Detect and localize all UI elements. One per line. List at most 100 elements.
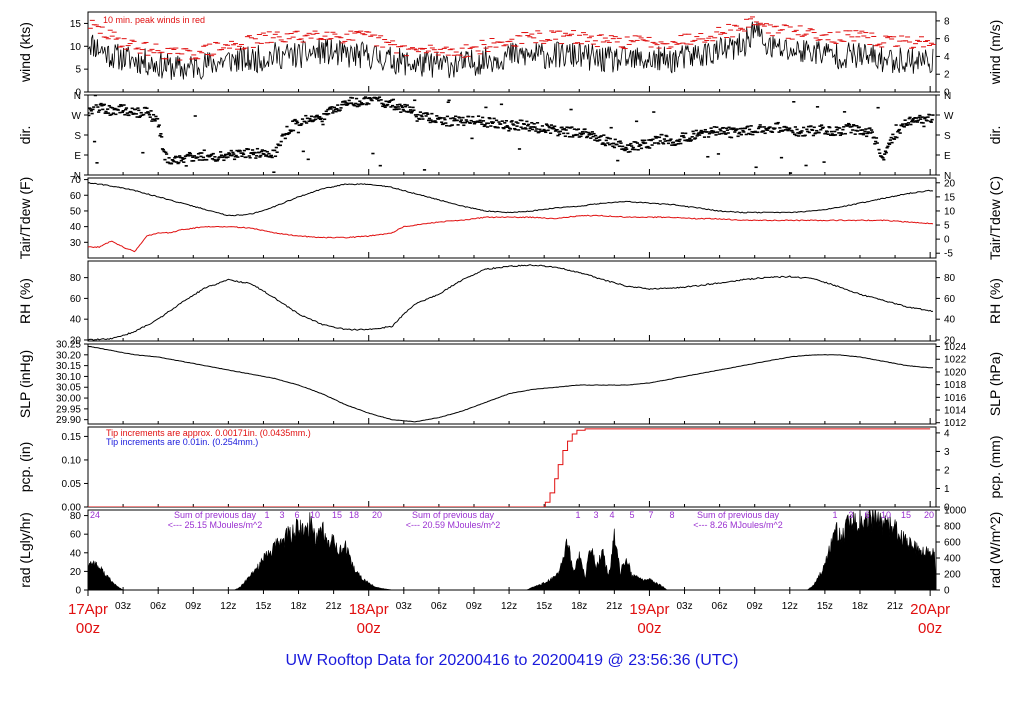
dir-point	[791, 131, 795, 134]
dir-point	[630, 148, 635, 151]
dir-point	[807, 131, 811, 134]
dir-point	[444, 122, 448, 124]
dir-point	[491, 121, 495, 123]
dir-point	[159, 133, 163, 135]
dir-point	[833, 130, 837, 133]
dir-point	[647, 139, 651, 141]
dir-point	[499, 123, 503, 125]
dir-point	[840, 133, 844, 135]
dir-point	[183, 155, 188, 157]
dir-point	[175, 156, 179, 158]
dir-point	[575, 128, 579, 131]
rad-hour-mark: 3	[279, 510, 284, 520]
rad-hour-mark: 15	[332, 510, 342, 520]
rad-summary-value: <--- 8.26 MJoules/m^2	[693, 520, 783, 530]
dir-point	[169, 162, 174, 165]
dir-point	[336, 104, 340, 106]
dir-point	[666, 139, 670, 142]
dir-point	[241, 152, 245, 154]
dir-point	[770, 131, 775, 133]
dir-point	[123, 113, 127, 116]
dir-point	[428, 121, 432, 124]
dir-point	[714, 134, 718, 136]
dir-point	[496, 126, 500, 129]
dir-point	[911, 118, 915, 120]
dir-point	[267, 152, 271, 155]
dir-point	[652, 111, 656, 113]
dir-point	[733, 131, 737, 133]
dir-point	[603, 143, 607, 145]
dir-point	[621, 145, 625, 148]
dir-point	[585, 135, 590, 138]
rad-hour-mark: 5	[629, 510, 634, 520]
dir-point	[835, 128, 839, 131]
dir-point	[689, 140, 693, 142]
y-tick-label-right: 1022	[944, 355, 967, 366]
dir-point	[368, 97, 373, 100]
dir-point	[897, 128, 901, 131]
dir-point	[424, 115, 428, 117]
panel-slp: SLP (inHg) SLP (hPa)29.9029.9530.0030.053…	[17, 340, 1003, 430]
series-pcp	[88, 428, 931, 507]
x-tick-label: 03z	[115, 601, 131, 612]
dir-point	[841, 128, 845, 131]
dir-point	[470, 137, 474, 140]
dir-point	[874, 140, 878, 143]
dir-point	[724, 133, 728, 135]
dir-point	[606, 142, 610, 144]
dir-point	[149, 110, 153, 112]
dir-point	[521, 127, 525, 130]
x-tick-label: 18z	[852, 601, 868, 612]
dir-point	[524, 128, 528, 130]
dir-point	[167, 157, 171, 159]
y-tick-label-left: 30.00	[56, 394, 81, 405]
dir-point	[304, 114, 308, 117]
dir-point	[423, 112, 427, 114]
y-tick-label-right: 1	[944, 484, 950, 495]
dir-point	[746, 125, 750, 128]
dir-point	[627, 144, 631, 147]
dir-point	[741, 129, 745, 132]
dir-point	[539, 130, 544, 132]
dir-point	[184, 165, 188, 167]
dir-point	[926, 116, 930, 118]
dir-point	[689, 139, 694, 141]
dir-point	[110, 107, 115, 109]
dir-point	[106, 108, 110, 110]
dir-point	[657, 142, 661, 145]
dir-point	[819, 128, 823, 131]
dir-point	[505, 125, 509, 127]
y-tick-label-left: 30	[70, 238, 82, 249]
dir-point	[433, 120, 437, 122]
dir-point	[318, 116, 322, 118]
dir-point	[221, 156, 225, 159]
dir-point	[366, 97, 370, 100]
dir-point	[453, 118, 457, 120]
dir-point	[191, 156, 195, 159]
dir-point	[377, 99, 381, 102]
dir-point	[850, 125, 854, 128]
plot-area-rh	[88, 264, 934, 341]
rad-summary-title: Sum of previous day	[697, 510, 780, 520]
dir-point	[930, 118, 934, 121]
y-tick-label-left: 30.05	[56, 383, 81, 394]
dir-point	[156, 125, 161, 128]
dir-point	[153, 120, 157, 122]
x-tick-label: 18z	[571, 601, 587, 612]
dir-point	[401, 108, 405, 111]
dir-point	[838, 134, 843, 137]
dir-point	[781, 129, 785, 132]
dir-point	[793, 126, 798, 128]
dir-point	[800, 130, 804, 132]
dir-point	[200, 152, 204, 154]
dir-point	[210, 158, 215, 160]
dir-point	[367, 103, 371, 105]
dir-point	[129, 111, 133, 114]
dir-point	[907, 117, 911, 120]
dir-point	[322, 113, 326, 115]
dir-point	[691, 130, 695, 133]
dir-point	[694, 129, 698, 132]
dir-point	[287, 132, 292, 134]
dir-point	[605, 136, 609, 139]
dir-point	[671, 141, 676, 144]
